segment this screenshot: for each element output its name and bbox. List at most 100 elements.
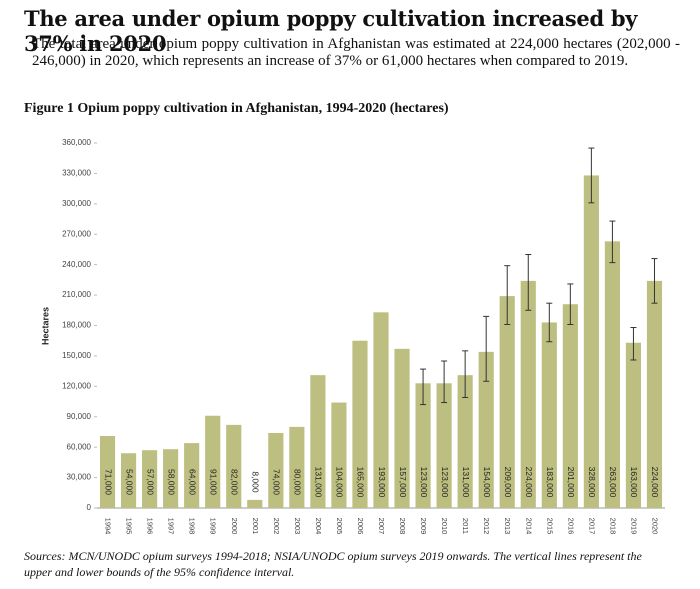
value-label: 91,000 xyxy=(208,469,218,495)
value-label: 224,000 xyxy=(524,467,534,498)
x-tick-label: 2001 xyxy=(251,518,260,535)
value-label: 58,000 xyxy=(166,469,176,495)
x-tick-label: 2009 xyxy=(419,518,428,535)
value-label: 57,000 xyxy=(145,469,155,495)
y-tick-label: 330,000 xyxy=(62,169,91,178)
y-tick-label: 360,000 xyxy=(62,138,91,147)
paragraph: The total area under opium poppy cultiva… xyxy=(32,36,680,69)
bar xyxy=(99,436,116,508)
x-tick-label: 2019 xyxy=(629,518,638,535)
x-tick-label: 2013 xyxy=(503,518,512,535)
x-tick-label: 2010 xyxy=(440,518,449,535)
value-label: 104,000 xyxy=(335,467,345,498)
value-label: 74,000 xyxy=(272,469,282,495)
bar xyxy=(310,375,326,508)
x-tick-label: 1995 xyxy=(125,518,134,535)
x-tick-label: 2012 xyxy=(482,518,491,535)
y-tick-label: 300,000 xyxy=(62,199,91,208)
x-tick-label: 1998 xyxy=(188,518,197,535)
y-tick-label: 210,000 xyxy=(62,290,91,299)
bar xyxy=(268,432,284,508)
value-label: 8,000 xyxy=(251,471,261,493)
bar xyxy=(394,348,410,508)
value-label: 82,000 xyxy=(229,469,239,495)
x-tick-label: 2002 xyxy=(272,518,281,535)
x-tick-label: 1997 xyxy=(167,518,176,535)
value-label: 80,000 xyxy=(293,469,303,495)
source-note: Sources: MCN/UNODC opium surveys 1994-20… xyxy=(24,549,642,579)
y-tick-label: 30,000 xyxy=(67,473,92,482)
bar xyxy=(142,450,158,508)
value-label: 54,000 xyxy=(124,469,134,495)
x-tick-label: 2016 xyxy=(566,518,575,535)
x-tick-label: 1999 xyxy=(209,518,218,535)
bar xyxy=(541,322,557,508)
x-tick-label: 1996 xyxy=(146,518,155,535)
bar xyxy=(436,383,452,508)
bar xyxy=(247,499,263,508)
bar xyxy=(226,424,242,508)
y-tick-label: 240,000 xyxy=(62,260,91,269)
value-label: 263,000 xyxy=(608,467,618,498)
y-tick-label: 270,000 xyxy=(62,229,91,238)
value-label: 157,000 xyxy=(398,467,408,498)
x-tick-label: 1994 xyxy=(104,518,113,535)
bar xyxy=(415,383,431,508)
value-label: 209,000 xyxy=(503,467,513,498)
bar xyxy=(520,280,536,508)
y-tick-label: 90,000 xyxy=(67,412,92,421)
chart: Hectares 0 30,000 60,000 90,000 120,000 150,0… xyxy=(40,138,665,535)
bar xyxy=(163,449,179,508)
x-tick-label: 2015 xyxy=(545,518,554,535)
value-label: 64,000 xyxy=(187,469,197,495)
bar xyxy=(499,296,515,508)
value-label: 165,000 xyxy=(356,467,366,498)
bar xyxy=(625,342,642,508)
x-tick-label: 2011 xyxy=(461,518,470,534)
bar xyxy=(184,443,200,508)
y-tick-label: 0 xyxy=(87,503,92,512)
value-label: 71,000 xyxy=(103,469,113,495)
value-label: 123,000 xyxy=(419,467,429,498)
value-label: 193,000 xyxy=(377,467,387,498)
x-tick-label: 2005 xyxy=(335,518,344,535)
x-tick-label: 2000 xyxy=(230,518,239,535)
x-tick-label: 2003 xyxy=(293,518,302,535)
value-label: 328,000 xyxy=(587,467,597,498)
bar xyxy=(352,340,368,508)
x-tick-label: 2007 xyxy=(377,518,386,535)
x-tick-label: 2018 xyxy=(608,518,617,535)
x-tick-label: 2020 xyxy=(650,518,659,535)
y-axis-label: Hectares xyxy=(40,307,50,345)
y-tick-label: 120,000 xyxy=(62,381,91,390)
bar xyxy=(120,453,137,508)
value-label: 131,000 xyxy=(461,467,471,498)
x-tick-label: 2004 xyxy=(314,518,323,535)
y-tick-label: 150,000 xyxy=(62,351,91,360)
bar xyxy=(562,304,578,508)
value-label: 123,000 xyxy=(440,467,450,498)
y-tick-label: 180,000 xyxy=(62,321,91,330)
bar xyxy=(646,280,663,508)
bar xyxy=(331,402,347,508)
bar xyxy=(583,175,599,508)
value-label: 201,000 xyxy=(566,467,576,498)
heading: The area under opium poppy cultivation i… xyxy=(24,6,638,56)
bar xyxy=(457,375,473,508)
figure-caption: Figure 1 Opium poppy cultivation in Afgh… xyxy=(24,101,449,116)
value-label: 131,000 xyxy=(314,467,324,498)
x-tick-label: 2008 xyxy=(398,518,407,535)
value-label: 224,000 xyxy=(650,467,660,498)
y-tick-label: 60,000 xyxy=(67,442,92,451)
x-tick-label: 2006 xyxy=(356,518,365,535)
bar xyxy=(478,351,494,508)
value-label: 154,000 xyxy=(482,467,492,498)
value-label: 163,000 xyxy=(629,467,639,498)
bar xyxy=(373,312,389,508)
x-tick-label: 2017 xyxy=(587,518,596,535)
bar xyxy=(205,415,221,508)
x-tick-label: 2014 xyxy=(524,518,533,535)
value-label: 183,000 xyxy=(545,467,555,498)
bar xyxy=(289,426,305,508)
